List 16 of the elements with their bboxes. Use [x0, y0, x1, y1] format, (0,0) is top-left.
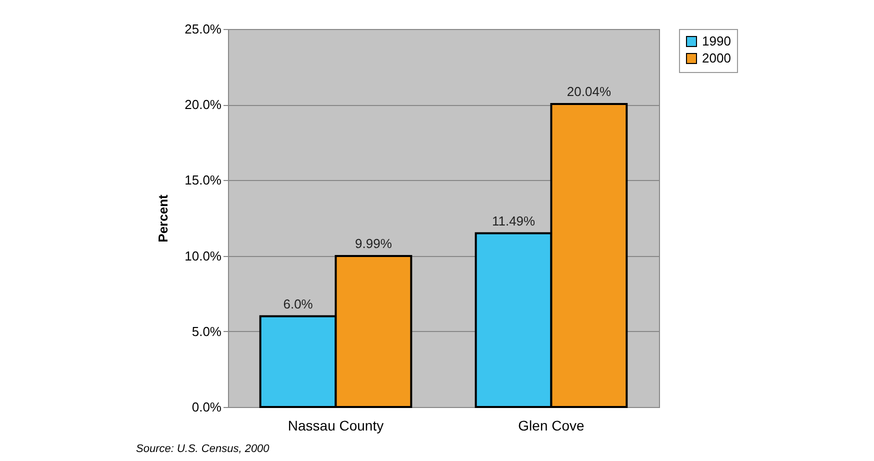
- data-label: 6.0%: [283, 296, 314, 312]
- y-tick-label: 25.0%: [184, 22, 222, 36]
- y-axis-title: Percent: [156, 194, 171, 242]
- y-tick-label: 15.0%: [184, 172, 222, 188]
- y-tick-label: 5.0%: [192, 324, 222, 339]
- y-tick-label: 10.0%: [184, 248, 222, 264]
- legend-label: 2000: [702, 50, 731, 66]
- x-tick-label: Glen Cove: [518, 418, 585, 434]
- data-label: 11.49%: [492, 213, 536, 228]
- data-label: 9.99%: [355, 236, 392, 251]
- data-label: 20.04%: [566, 84, 612, 99]
- source-note: Source: U.S. Census, 2000: [136, 443, 270, 455]
- y-tick-label: 0.0%: [192, 400, 222, 414]
- legend-label: 1990: [702, 34, 731, 48]
- x-tick-label: Nassau County: [288, 418, 384, 434]
- y-tick-label: 20.0%: [184, 97, 222, 112]
